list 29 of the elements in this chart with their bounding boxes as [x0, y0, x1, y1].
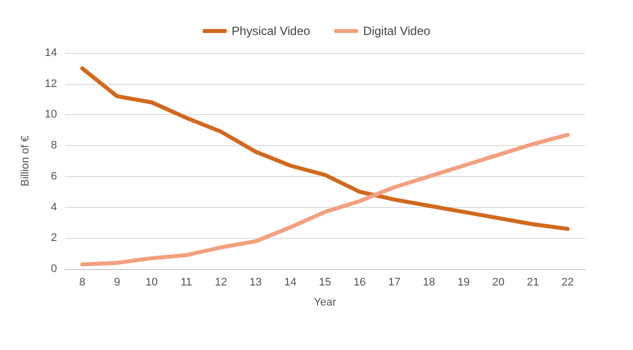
legend-label: Digital Video	[363, 24, 431, 38]
x-tick-label: 22	[562, 276, 574, 288]
y-tick-label: 6	[50, 170, 57, 182]
x-tick-label: 10	[146, 276, 158, 288]
x-tick-label: 8	[79, 276, 86, 288]
line-series	[80, 66, 570, 231]
x-tick-label: 12	[214, 276, 228, 288]
y-tick-label: 12	[44, 78, 57, 90]
y-tick-label: 10	[44, 108, 57, 121]
x-tick-label: 16	[354, 276, 366, 288]
x-tick-label: 14	[284, 276, 296, 288]
x-tick-label: 17	[388, 276, 400, 288]
y-tick-label: 14	[44, 47, 57, 59]
x-tick-label: 18	[422, 276, 436, 288]
x-tick-label: 11	[180, 276, 192, 288]
x-tick-label: 13	[250, 276, 262, 288]
y-tick-label: 0	[50, 263, 57, 275]
y-tick-label: 8	[50, 140, 57, 152]
y-tick-label: 4	[50, 201, 57, 214]
x-tick-label: 20	[492, 276, 504, 288]
x-tick-label: 15	[318, 276, 332, 288]
x-tick-label: 9	[114, 276, 120, 288]
line-series	[80, 132, 570, 266]
y-axis-title: Billion of €	[20, 136, 32, 186]
legend-label: Physical Video	[232, 24, 310, 38]
x-tick-label: 21	[526, 276, 540, 288]
x-axis-title: Year	[314, 296, 336, 308]
x-tick-label: 19	[458, 276, 470, 288]
y-tick-label: 2	[50, 232, 57, 244]
